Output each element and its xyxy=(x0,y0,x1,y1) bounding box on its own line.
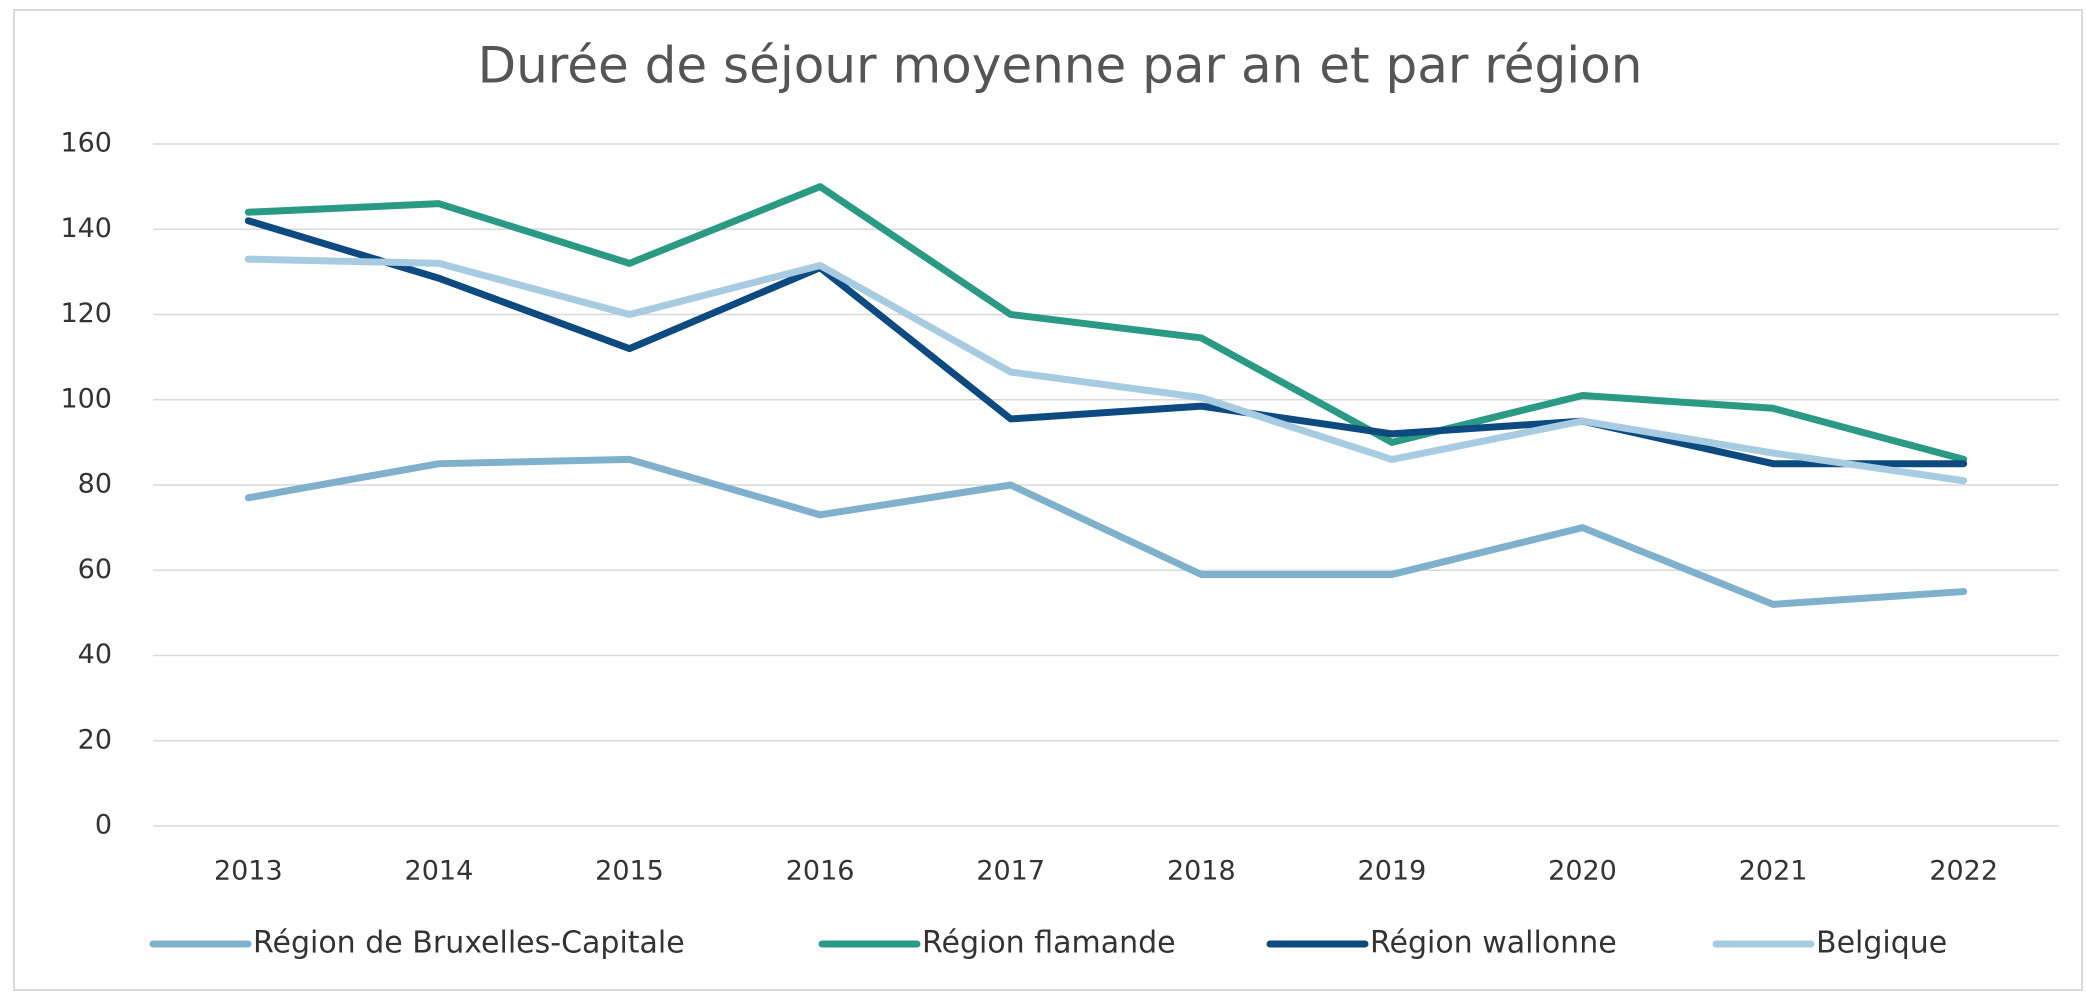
x-tick-label: 2015 xyxy=(595,856,664,887)
y-tick-label: 100 xyxy=(60,383,112,414)
y-tick-label: 160 xyxy=(60,128,112,159)
x-tick-label: 2017 xyxy=(976,856,1045,887)
x-tick-label: 2019 xyxy=(1358,856,1427,887)
legend-label: Région wallonne xyxy=(1370,926,1617,961)
x-tick-label: 2014 xyxy=(405,856,474,887)
x-tick-label: 2022 xyxy=(1929,856,1998,887)
y-tick-label: 60 xyxy=(78,554,112,585)
legend-label: Région flamande xyxy=(922,926,1176,961)
x-tick-label: 2013 xyxy=(214,856,283,887)
y-tick-label: 0 xyxy=(95,810,112,841)
chart-title: Durée de séjour moyenne par an et par ré… xyxy=(478,37,1643,95)
y-tick-label: 40 xyxy=(78,639,112,670)
series-line xyxy=(244,455,1968,608)
x-tick-label: 2020 xyxy=(1548,856,1617,887)
series-line xyxy=(244,217,1968,468)
x-tick-label: 2021 xyxy=(1739,856,1808,887)
y-tick-label: 140 xyxy=(60,213,112,244)
legend-label: Région de Bruxelles-Capitale xyxy=(253,926,685,961)
x-tick-label: 2016 xyxy=(786,856,855,887)
y-tick-label: 80 xyxy=(78,469,112,500)
series-line xyxy=(244,255,1968,485)
y-tick-label: 120 xyxy=(60,298,112,329)
x-tick-label: 2018 xyxy=(1167,856,1236,887)
legend-label: Belgique xyxy=(1816,926,1947,961)
y-tick-label: 20 xyxy=(78,724,112,755)
series-line xyxy=(244,183,1968,463)
